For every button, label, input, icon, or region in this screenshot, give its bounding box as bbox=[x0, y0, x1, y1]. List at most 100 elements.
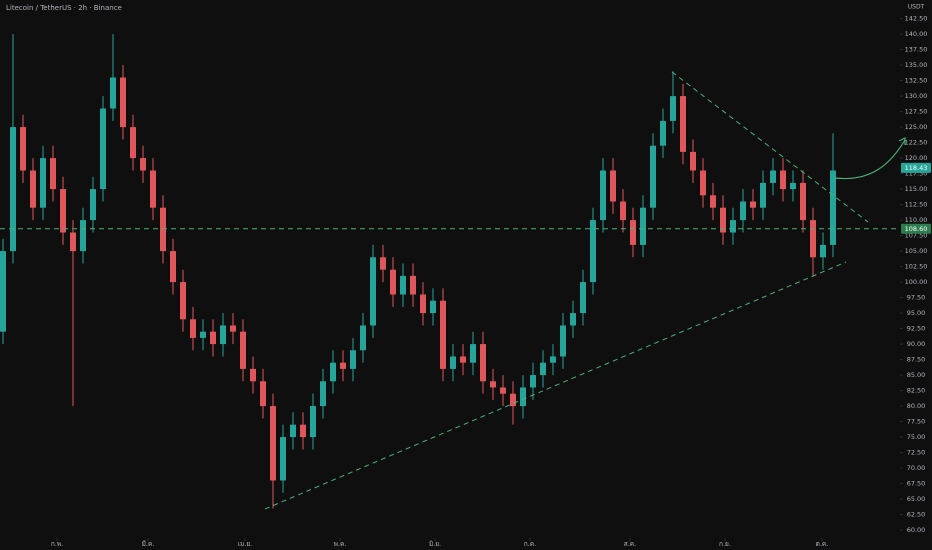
y-tick-label: 90.00 bbox=[907, 340, 926, 348]
candle-body bbox=[80, 220, 86, 252]
candle-body bbox=[390, 269, 396, 295]
candle-body bbox=[350, 350, 356, 369]
candle-body bbox=[160, 207, 166, 252]
y-tick-label: 97.50 bbox=[907, 294, 926, 302]
last-price-badge bbox=[901, 162, 931, 173]
candle-body bbox=[370, 257, 376, 326]
y-tick-label: 122.50 bbox=[905, 139, 928, 147]
candle-body bbox=[50, 158, 56, 190]
y-tick-label: 120.00 bbox=[905, 154, 928, 162]
candle-body bbox=[20, 127, 26, 171]
candle-body bbox=[820, 244, 826, 258]
candle-body bbox=[200, 331, 206, 338]
candle-body bbox=[790, 182, 796, 190]
y-tick-label: 72.50 bbox=[907, 449, 926, 457]
candle-body bbox=[510, 393, 516, 407]
candle-body bbox=[800, 182, 806, 221]
candle-body bbox=[230, 325, 236, 332]
candle-body bbox=[640, 207, 646, 245]
y-tick-label: 82.50 bbox=[907, 387, 926, 395]
candle-body bbox=[300, 424, 306, 438]
y-tick-label: 130.00 bbox=[905, 92, 928, 100]
candle-body bbox=[720, 207, 726, 233]
candle-body bbox=[140, 158, 146, 171]
chart-title: Litecoin / TetherUS · 2h · Binance bbox=[6, 4, 122, 12]
candle-body bbox=[100, 108, 106, 190]
candle-body bbox=[470, 344, 476, 363]
forecast-arrow-head bbox=[898, 137, 906, 145]
candle-body bbox=[270, 406, 276, 481]
candle-body bbox=[250, 368, 256, 382]
y-tick-label: 95.00 bbox=[907, 309, 926, 317]
candle-body bbox=[190, 319, 196, 338]
candle-body bbox=[610, 170, 616, 202]
candle-body bbox=[360, 325, 366, 351]
candle-body bbox=[520, 387, 526, 407]
y-tick-label: 117.50 bbox=[905, 170, 928, 178]
plot-area bbox=[0, 34, 836, 509]
y-tick-label: 60.00 bbox=[907, 526, 926, 534]
candle-body bbox=[320, 381, 326, 407]
x-tick-label: ก.ค. bbox=[524, 540, 536, 548]
candle-body bbox=[600, 170, 606, 221]
candle-body bbox=[460, 356, 466, 363]
y-tick-label: 142.50 bbox=[905, 15, 928, 23]
y-tick-label: 112.50 bbox=[905, 201, 928, 209]
candle-body bbox=[690, 151, 696, 171]
last-price-label: 118.43 bbox=[905, 164, 928, 172]
candle-body bbox=[530, 375, 536, 388]
candle-body bbox=[220, 325, 226, 345]
candle-body bbox=[380, 257, 386, 270]
candle-body bbox=[760, 182, 766, 208]
unit-label: USDT bbox=[908, 4, 925, 11]
candle-body bbox=[450, 356, 456, 369]
candle-body bbox=[410, 275, 416, 295]
candle-body bbox=[490, 381, 496, 388]
candle-body bbox=[770, 170, 776, 183]
candle-body bbox=[70, 232, 76, 252]
candle-body bbox=[440, 300, 446, 369]
y-tick-label: 127.50 bbox=[905, 108, 928, 116]
candle-body bbox=[480, 344, 486, 382]
candle-body bbox=[260, 381, 266, 407]
x-tick-label: ส.ค. bbox=[624, 540, 636, 548]
candle-body bbox=[810, 220, 816, 258]
y-tick-label: 110.00 bbox=[905, 216, 928, 224]
y-tick-label: 80.00 bbox=[907, 402, 926, 410]
candle-body bbox=[550, 356, 556, 363]
candle-body bbox=[210, 331, 216, 345]
candle-body bbox=[240, 331, 246, 369]
level-label: 108.60 bbox=[905, 225, 928, 233]
y-tick-label: 135.00 bbox=[905, 61, 928, 69]
candle-body bbox=[630, 220, 636, 245]
candle-body bbox=[430, 300, 436, 314]
y-tick-label: 62.50 bbox=[907, 511, 926, 519]
candle-body bbox=[590, 220, 596, 283]
candle-body bbox=[670, 96, 676, 121]
candle-body bbox=[780, 170, 786, 190]
candle-body bbox=[650, 145, 656, 208]
candle-body bbox=[120, 77, 126, 128]
candle-body bbox=[740, 201, 746, 221]
level-badge bbox=[901, 223, 931, 234]
y-tick-label: 92.50 bbox=[907, 325, 926, 333]
candle-body bbox=[180, 282, 186, 320]
candle-body bbox=[0, 251, 6, 332]
candle-body bbox=[540, 362, 546, 376]
candle-body bbox=[40, 158, 46, 208]
candle-body bbox=[750, 201, 756, 208]
candle-body bbox=[620, 201, 626, 221]
y-tick-label: 77.50 bbox=[907, 418, 926, 426]
y-tick-label: 140.00 bbox=[905, 30, 928, 38]
y-tick-label: 100.00 bbox=[905, 278, 928, 286]
candle-body bbox=[570, 313, 576, 326]
candle-body bbox=[60, 189, 66, 233]
x-tick-label: มิ.ย. bbox=[429, 540, 441, 548]
candle-body bbox=[130, 127, 136, 159]
candle-body bbox=[560, 325, 566, 357]
y-tick-label: 125.00 bbox=[905, 123, 928, 131]
candle-body bbox=[700, 170, 706, 196]
